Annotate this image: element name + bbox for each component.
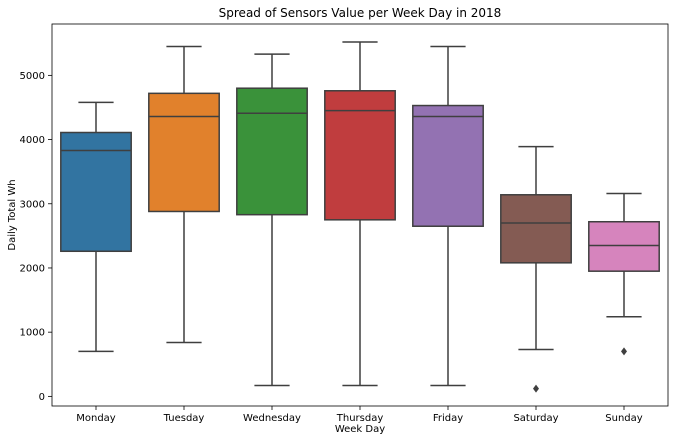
chart-title: Spread of Sensors Value per Week Day in … (219, 6, 502, 20)
y-tick-label: 0 (39, 392, 45, 403)
iqr-box (60, 131, 132, 253)
box-wednesday (236, 53, 308, 387)
y-tick-label: 3000 (20, 199, 45, 210)
boxes-layer (60, 41, 660, 393)
x-tick-label: Tuesday (163, 413, 205, 424)
plot-frame (51, 23, 669, 407)
x-tick-label: Wednesday (243, 413, 301, 424)
x-axis: Monday Tuesday Wednesday Thursday Friday Satu… (76, 406, 643, 424)
box-monday (60, 101, 132, 353)
outlier-point (621, 347, 627, 356)
y-tick-label: 5000 (20, 71, 45, 82)
box-saturday (500, 145, 572, 393)
y-tick-label: 4000 (20, 135, 45, 146)
iqr-box (148, 92, 220, 213)
y-tick-label: 1000 (20, 328, 45, 339)
box-thursday (324, 41, 396, 387)
y-tick-label: 2000 (20, 263, 45, 274)
x-axis-label: Week Day (335, 424, 385, 435)
x-tick-label: Friday (433, 413, 463, 424)
iqr-box (236, 87, 308, 216)
outlier-point (533, 384, 539, 393)
x-tick-label: Saturday (513, 413, 558, 424)
box-tuesday (148, 45, 220, 344)
y-axis-label: Daily Total Wh (7, 179, 18, 250)
box-friday (412, 45, 484, 387)
iqr-box (500, 194, 572, 264)
y-axis: 0 1000 2000 3000 4000 5000 (20, 71, 52, 403)
x-tick-label: Thursday (336, 413, 384, 424)
iqr-box (588, 220, 660, 272)
x-tick-label: Monday (76, 413, 116, 424)
iqr-box (324, 90, 396, 221)
iqr-box (412, 104, 484, 227)
box-sunday (588, 192, 660, 356)
x-tick-label: Sunday (605, 413, 642, 424)
